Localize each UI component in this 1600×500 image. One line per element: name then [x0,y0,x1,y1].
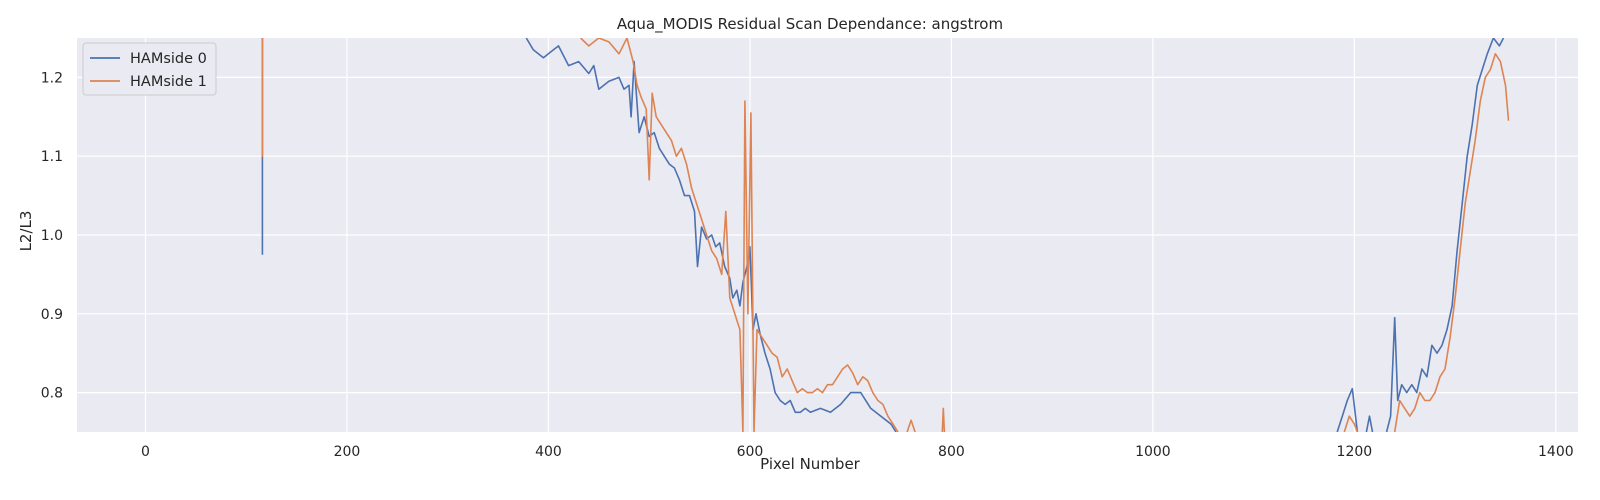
y-tick-label: 1.2 [41,70,63,86]
x-tick-label: 400 [535,444,562,460]
x-tick-labels: 0 200 400 600 800 1000 1200 1400 [141,444,1574,460]
series-line-2-segment-6 [1393,53,1510,432]
x-axis-label: Pixel Number [760,455,861,473]
grid-lines [77,38,1578,432]
y-tick-label: 0.8 [41,386,63,402]
chart-title: Aqua_MODIS Residual Scan Dependance: ang… [617,15,1003,34]
series-line-2-segment-5 [1343,415,1359,432]
x-tick-label: 600 [737,444,764,460]
legend-label: HAMside 0 [130,51,207,67]
y-axis-label: L2/L3 [17,211,35,252]
y-tick-labels: 0.8 0.9 1.0 1.1 1.2 [41,70,63,401]
x-tick-label: 1200 [1337,444,1373,460]
series-line-1-segment-2 [525,38,897,432]
legend-frame [82,42,217,96]
x-tick-label: 1400 [1538,444,1574,460]
legend: HAMside 0 HAMside 1 [82,42,217,96]
series-layer [261,38,1510,432]
series-line-1-segment-4 [1365,415,1374,432]
y-tick-label: 1.1 [41,149,63,165]
x-tick-label: 800 [938,444,965,460]
series-line-2-segment-3 [906,419,916,432]
y-tick-label: 1.0 [41,228,63,244]
x-tick-label: 0 [141,444,150,460]
series-line-1-segment-5 [1385,38,1505,432]
x-tick-label: 200 [334,444,361,460]
y-tick-label: 0.9 [41,307,63,323]
series-line-1-segment-3 [1336,387,1359,432]
x-tick-label: 1000 [1135,444,1171,460]
series-line-2-segment-4 [941,407,946,432]
series-line-2-segment-2 [580,38,899,432]
legend-label: HAMside 1 [130,74,207,90]
